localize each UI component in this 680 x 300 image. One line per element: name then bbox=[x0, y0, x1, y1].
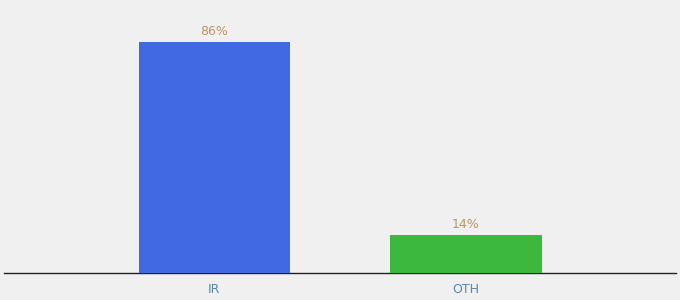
Bar bbox=[139, 42, 290, 273]
Text: 86%: 86% bbox=[200, 25, 228, 38]
Text: 14%: 14% bbox=[452, 218, 480, 231]
Bar bbox=[390, 236, 541, 273]
